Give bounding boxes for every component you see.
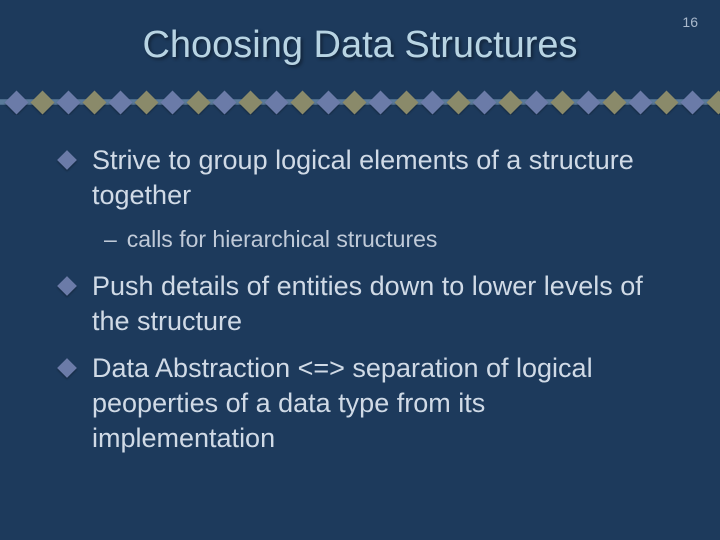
slide-content: Strive to group logical elements of a st… [0, 115, 720, 457]
divider-diamond-icon [30, 90, 54, 114]
divider-diamond-icon [498, 90, 522, 114]
bullet-item: Data Abstraction <=> separation of logic… [60, 351, 670, 456]
bullet-text: Strive to group logical elements of a st… [92, 143, 670, 213]
divider-diamond-icon [108, 90, 132, 114]
decorative-divider [0, 89, 720, 115]
divider-diamond-icon [394, 90, 418, 114]
divider-diamond-icon [316, 90, 340, 114]
divider-diamond-icon [706, 90, 720, 114]
bullet-text: Push details of entities down to lower l… [92, 269, 670, 339]
divider-diamond-icon [134, 90, 158, 114]
divider-diamond-icon [654, 90, 678, 114]
divider-diamond-icon [264, 90, 288, 114]
divider-diamond-icon [420, 90, 444, 114]
divider-diamond-icon [680, 90, 704, 114]
slide-title: Choosing Data Structures [0, 0, 720, 67]
divider-diamond-icon [446, 90, 470, 114]
divider-diamond-icon [602, 90, 626, 114]
divider-diamond-icon [472, 90, 496, 114]
divider-diamond-icon [212, 90, 236, 114]
divider-diamond-icon [290, 90, 314, 114]
diamond-bullet-icon [57, 358, 77, 378]
divider-diamond-icon [160, 90, 184, 114]
sub-bullet-text: calls for hierarchical structures [127, 225, 438, 255]
bullet-item: Strive to group logical elements of a st… [60, 143, 670, 213]
divider-diamond-icon [628, 90, 652, 114]
page-number: 16 [682, 14, 698, 30]
divider-diamond-icon [186, 90, 210, 114]
divider-diamond-icon [342, 90, 366, 114]
divider-diamond-icon [576, 90, 600, 114]
bullet-item: Push details of entities down to lower l… [60, 269, 670, 339]
divider-diamond-icon [82, 90, 106, 114]
divider-diamond-icon [550, 90, 574, 114]
divider-diamond-icon [4, 90, 28, 114]
divider-diamond-icon [368, 90, 392, 114]
divider-diamond-icon [238, 90, 262, 114]
dash-icon: – [104, 225, 117, 255]
sub-bullet-item: –calls for hierarchical structures [104, 225, 670, 255]
divider-diamond-icon [524, 90, 548, 114]
divider-diamond-icon [56, 90, 80, 114]
bullet-text: Data Abstraction <=> separation of logic… [92, 351, 670, 456]
diamond-bullet-icon [57, 150, 77, 170]
diamond-bullet-icon [57, 276, 77, 296]
